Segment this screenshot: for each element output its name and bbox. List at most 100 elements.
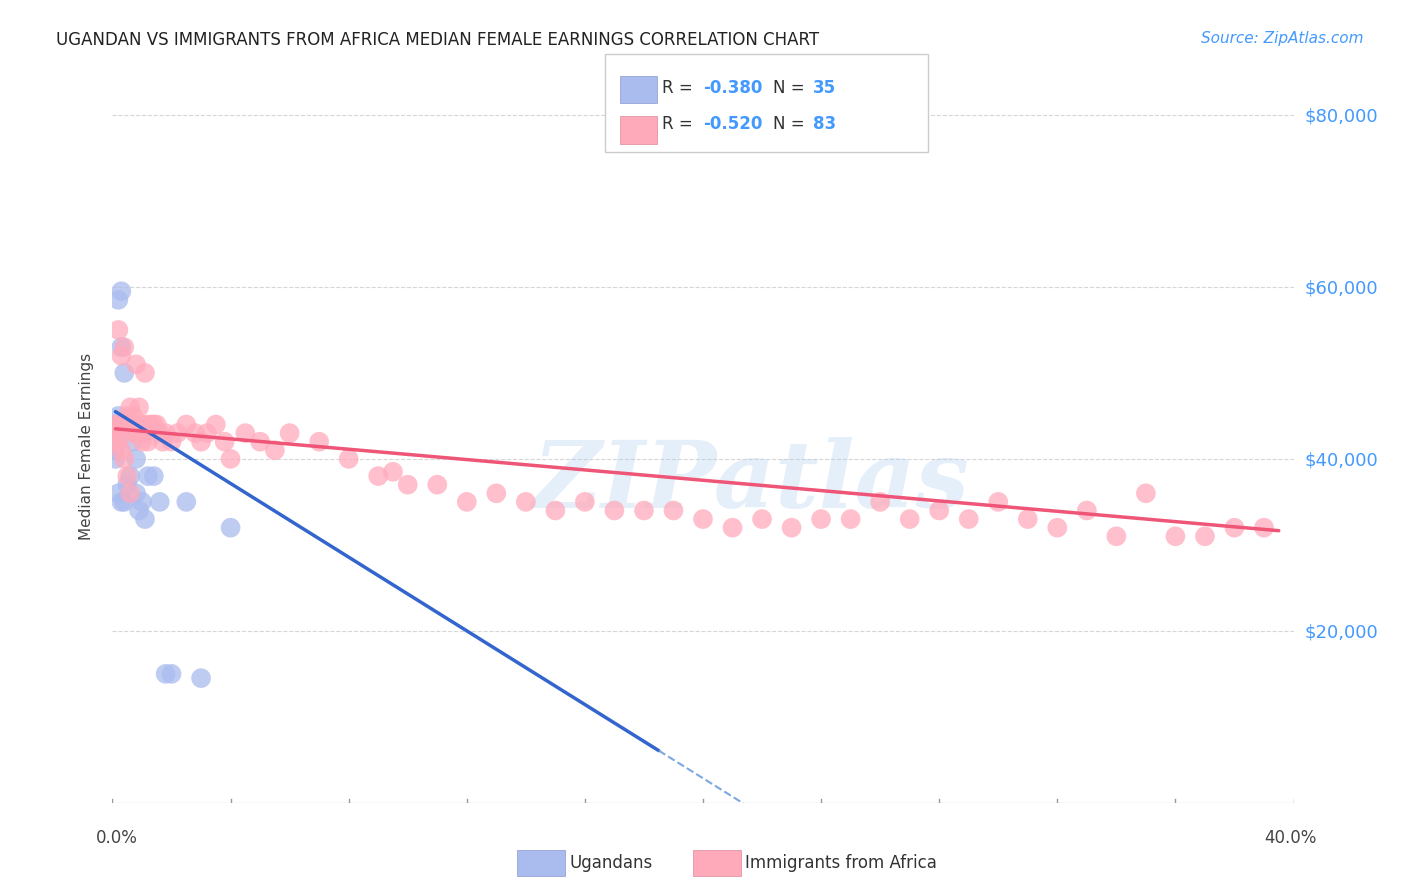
- Point: [134, 512, 156, 526]
- Point: [780, 521, 803, 535]
- Point: [110, 340, 132, 354]
- Point: [367, 469, 389, 483]
- Point: [278, 426, 301, 441]
- Text: 35: 35: [813, 79, 835, 97]
- Point: [112, 451, 135, 466]
- Point: [219, 521, 242, 535]
- Point: [122, 434, 145, 449]
- Point: [120, 417, 142, 432]
- Point: [131, 426, 153, 441]
- Point: [160, 434, 183, 449]
- Point: [396, 477, 419, 491]
- Point: [125, 486, 148, 500]
- Text: Ugandans: Ugandans: [569, 855, 652, 872]
- Point: [107, 417, 129, 432]
- Point: [233, 426, 256, 441]
- Point: [515, 495, 537, 509]
- Point: [117, 417, 138, 432]
- Text: ZIPatlas: ZIPatlas: [531, 437, 969, 526]
- Point: [112, 340, 135, 354]
- Point: [898, 512, 921, 526]
- Point: [117, 417, 138, 432]
- Point: [125, 357, 148, 371]
- Point: [155, 426, 177, 441]
- Point: [117, 409, 138, 423]
- Point: [662, 503, 685, 517]
- Point: [134, 366, 156, 380]
- Point: [839, 512, 862, 526]
- Point: [249, 434, 271, 449]
- Point: [382, 465, 405, 479]
- Point: [139, 417, 162, 432]
- Point: [107, 434, 129, 449]
- Text: -0.380: -0.380: [703, 79, 762, 97]
- Point: [142, 469, 165, 483]
- Text: Source: ZipAtlas.com: Source: ZipAtlas.com: [1201, 31, 1364, 46]
- Point: [117, 477, 138, 491]
- Point: [1017, 512, 1039, 526]
- Point: [485, 486, 508, 500]
- Point: [120, 469, 142, 483]
- Point: [136, 434, 159, 449]
- Point: [136, 469, 159, 483]
- Point: [160, 666, 183, 681]
- Point: [987, 495, 1010, 509]
- Point: [190, 671, 212, 685]
- Point: [110, 417, 132, 432]
- Point: [112, 366, 135, 380]
- Text: 40.0%: 40.0%: [1264, 829, 1317, 847]
- Point: [104, 422, 127, 436]
- Point: [107, 409, 129, 423]
- Point: [1046, 521, 1069, 535]
- Point: [1164, 529, 1187, 543]
- Point: [120, 417, 142, 432]
- Text: -0.520: -0.520: [703, 115, 762, 133]
- Point: [122, 409, 145, 423]
- Point: [125, 451, 148, 466]
- Point: [152, 434, 174, 449]
- Point: [1076, 503, 1098, 517]
- Point: [125, 426, 148, 441]
- Point: [1223, 521, 1246, 535]
- Point: [155, 666, 177, 681]
- Point: [166, 426, 188, 441]
- Point: [603, 503, 626, 517]
- Point: [205, 417, 228, 432]
- Point: [110, 349, 132, 363]
- Point: [869, 495, 891, 509]
- Point: [426, 477, 449, 491]
- Point: [112, 417, 135, 432]
- Text: N =: N =: [773, 79, 810, 97]
- Point: [122, 417, 145, 432]
- Text: UGANDAN VS IMMIGRANTS FROM AFRICA MEDIAN FEMALE EARNINGS CORRELATION CHART: UGANDAN VS IMMIGRANTS FROM AFRICA MEDIAN…: [56, 31, 820, 49]
- Point: [149, 495, 172, 509]
- Point: [131, 417, 153, 432]
- Point: [134, 426, 156, 441]
- Point: [1135, 486, 1157, 500]
- Point: [112, 495, 135, 509]
- Point: [104, 443, 127, 458]
- Point: [104, 451, 127, 466]
- Point: [107, 486, 129, 500]
- Point: [337, 451, 360, 466]
- Point: [128, 401, 150, 415]
- Point: [1194, 529, 1216, 543]
- Point: [110, 417, 132, 432]
- Point: [751, 512, 773, 526]
- Point: [110, 495, 132, 509]
- Point: [107, 293, 129, 307]
- Point: [142, 417, 165, 432]
- Point: [1253, 521, 1275, 535]
- Text: 83: 83: [813, 115, 835, 133]
- Point: [110, 285, 132, 299]
- Point: [810, 512, 832, 526]
- Point: [104, 426, 127, 441]
- Point: [633, 503, 655, 517]
- Point: [692, 512, 714, 526]
- Point: [107, 323, 129, 337]
- Point: [136, 417, 159, 432]
- Text: N =: N =: [773, 115, 810, 133]
- Point: [544, 503, 567, 517]
- Point: [131, 434, 153, 449]
- Point: [131, 495, 153, 509]
